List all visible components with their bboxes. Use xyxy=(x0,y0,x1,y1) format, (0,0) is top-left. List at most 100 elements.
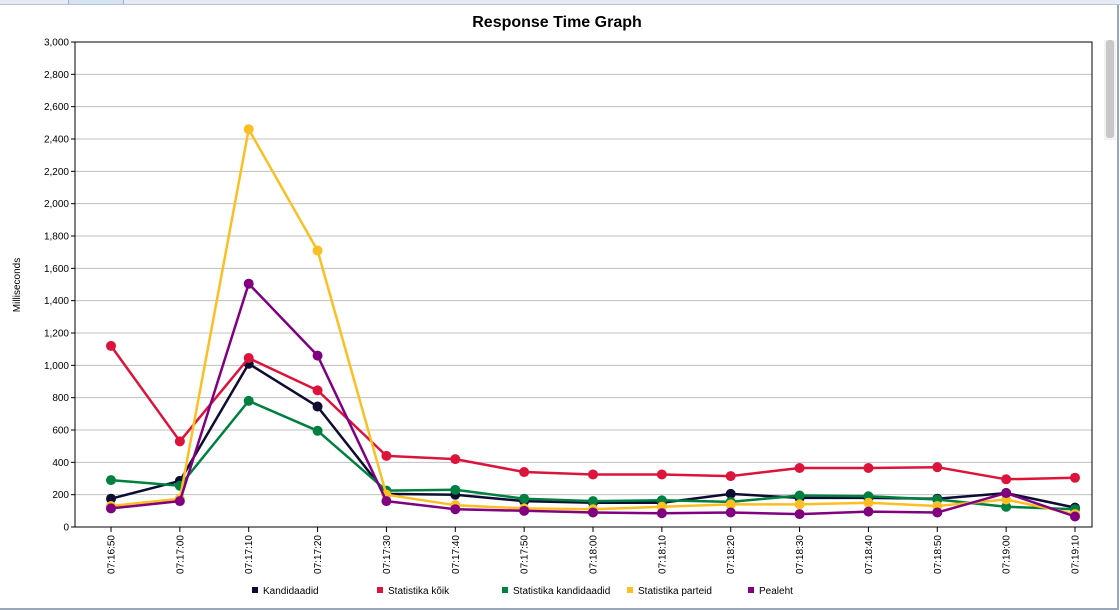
legend-swatch xyxy=(252,587,258,593)
legend-swatch xyxy=(377,587,383,593)
x-tick-label: 07:17:30 xyxy=(382,535,393,574)
y-axis-label: Milliseconds xyxy=(12,258,23,312)
series-2 xyxy=(106,395,1080,515)
data-point xyxy=(106,475,116,486)
x-tick-label: 07:16:50 xyxy=(107,535,118,574)
x-tick-label: 07:18:00 xyxy=(589,535,600,574)
data-point xyxy=(381,450,392,461)
y-tick-label: 2,200 xyxy=(44,167,69,178)
data-point xyxy=(519,467,530,478)
scrollbar-thumb[interactable] xyxy=(1106,40,1114,138)
plot-area xyxy=(74,41,1093,528)
legend-entry: Statistika kõik xyxy=(388,586,450,597)
data-point xyxy=(588,507,598,518)
data-point xyxy=(588,496,598,507)
data-point xyxy=(243,278,254,289)
legend-swatch xyxy=(502,587,508,593)
series-layer xyxy=(106,124,1080,522)
data-point xyxy=(656,508,667,519)
x-tick-label: 07:18:10 xyxy=(657,535,668,574)
data-point xyxy=(106,493,116,504)
data-point xyxy=(863,506,874,517)
y-axis-ticks: 0 200 400 600 800 1,000 1,200 1,400 1,600 1,800 2,… xyxy=(44,38,75,534)
y-tick-label: 2,000 xyxy=(44,199,69,210)
x-tick-label: 07:19:00 xyxy=(1002,535,1013,574)
data-point xyxy=(725,471,736,482)
y-tick-label: 0 xyxy=(63,523,69,534)
x-tick-label: 07:17:20 xyxy=(313,535,324,574)
data-point xyxy=(588,469,598,480)
x-axis-ticks: 07:16:50 07:17:00 07:17:10 07:17:20 07:17:30… xyxy=(107,527,1082,574)
data-point xyxy=(519,505,530,516)
data-point xyxy=(174,436,185,447)
data-point xyxy=(725,499,736,510)
data-point xyxy=(932,507,943,518)
data-point xyxy=(794,499,805,510)
y-tick-label: 800 xyxy=(52,393,69,404)
x-tick-label: 07:18:40 xyxy=(864,535,875,574)
data-point xyxy=(1001,474,1012,485)
y-tick-label: 600 xyxy=(52,426,69,437)
data-point xyxy=(794,462,805,473)
legend-swatch xyxy=(748,587,754,593)
x-tick-label: 07:18:50 xyxy=(933,535,944,574)
x-tick-label: 07:17:00 xyxy=(175,535,186,574)
y-tick-label: 400 xyxy=(52,458,69,469)
y-tick-label: 2,400 xyxy=(44,135,69,146)
y-tick-label: 3,000 xyxy=(44,38,69,49)
chart-title: Response Time Graph xyxy=(472,14,642,31)
data-point xyxy=(794,509,805,520)
data-point xyxy=(381,496,392,507)
data-point xyxy=(794,490,805,501)
series-line xyxy=(110,362,1076,509)
data-point xyxy=(863,497,874,508)
data-point xyxy=(656,469,667,480)
x-tick-label: 07:17:10 xyxy=(244,535,255,574)
series-4 xyxy=(106,278,1080,522)
data-point xyxy=(106,340,116,351)
data-point xyxy=(450,484,461,495)
y-tick-label: 1,800 xyxy=(44,232,69,243)
x-tick-label: 07:18:20 xyxy=(726,535,737,574)
grid-lines xyxy=(75,41,1092,528)
data-point xyxy=(243,124,254,135)
data-point xyxy=(450,504,461,515)
data-point xyxy=(1070,511,1080,522)
x-tick-label: 07:19:10 xyxy=(1071,535,1082,574)
data-point xyxy=(450,454,461,465)
series-1 xyxy=(106,340,1080,485)
legend-entry: Statistika parteid xyxy=(638,586,712,597)
data-point xyxy=(725,488,736,499)
y-tick-label: 2,600 xyxy=(44,102,69,113)
x-tick-label: 07:17:40 xyxy=(451,535,462,574)
legend-entry: Pealeht xyxy=(759,586,793,597)
y-tick-label: 2,800 xyxy=(44,70,69,81)
y-tick-label: 1,600 xyxy=(44,264,69,275)
y-tick-label: 1,000 xyxy=(44,361,69,372)
data-point xyxy=(932,462,943,473)
y-tick-label: 1,400 xyxy=(44,296,69,307)
window-tab[interactable] xyxy=(68,0,124,4)
legend-swatch xyxy=(627,587,633,593)
data-point xyxy=(243,353,254,364)
data-point xyxy=(174,496,185,507)
series-3 xyxy=(106,124,1080,520)
window-top-bar xyxy=(0,0,1120,5)
x-tick-label: 07:17:50 xyxy=(520,535,531,574)
data-point xyxy=(1070,472,1080,483)
legend-entry: Kandidaadid xyxy=(263,586,319,597)
series-line xyxy=(109,345,1076,481)
series-line xyxy=(110,282,1076,518)
series-line xyxy=(110,399,1076,511)
data-point xyxy=(243,395,254,406)
x-tick-label: 07:18:30 xyxy=(795,535,806,574)
data-point xyxy=(312,245,323,256)
y-tick-label: 200 xyxy=(52,490,69,501)
data-point xyxy=(312,401,323,412)
data-point xyxy=(725,507,736,518)
data-point xyxy=(1001,488,1012,499)
legend: Kandidaadid Statistika kõik Statistika kan… xyxy=(252,586,793,597)
series-line xyxy=(110,128,1076,516)
data-point xyxy=(519,493,530,504)
